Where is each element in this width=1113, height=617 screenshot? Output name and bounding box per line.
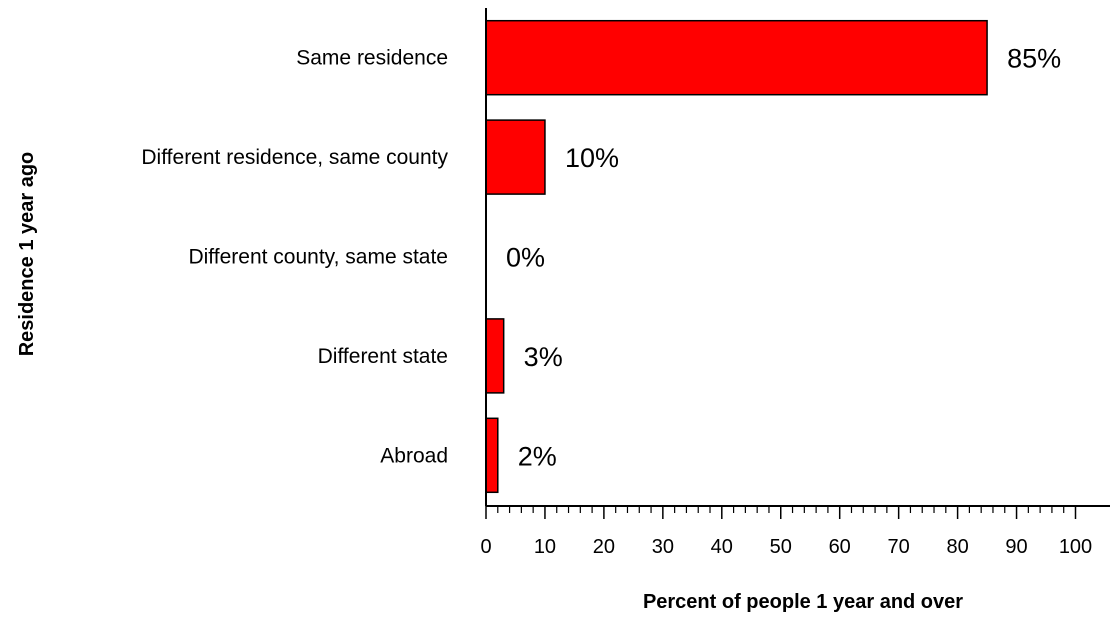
axes-layer (485, 8, 1110, 507)
x-tick-label: 20 (593, 536, 615, 558)
bar (485, 417, 499, 494)
value-label: 85% (1007, 44, 1061, 74)
value-label: 0% (506, 243, 545, 273)
category-label: Abroad (380, 444, 448, 467)
category-label: Different residence, same county (141, 146, 448, 169)
x-tick-label: 30 (652, 536, 674, 558)
x-tick-label: 0 (480, 536, 491, 558)
category-label: Different state (318, 345, 448, 368)
x-tick-label: 10 (534, 536, 556, 558)
x-tick-label: 100 (1059, 536, 1092, 558)
bars-layer (485, 19, 988, 494)
labels-layer: Same residence 85% Different residence, sa… (141, 44, 1061, 472)
value-label: 3% (524, 342, 563, 372)
y-axis-title: Residence 1 year ago (16, 152, 38, 357)
x-tick-label: 40 (711, 536, 733, 558)
ticks-layer: 0 10 20 30 40 50 60 70 80 90 100 (480, 506, 1092, 558)
x-tick-label: 90 (1005, 536, 1027, 558)
x-tick-label: 60 (829, 536, 851, 558)
category-label: Same residence (296, 47, 448, 70)
value-label: 2% (518, 441, 557, 471)
x-tick-label: 70 (888, 536, 910, 558)
x-axis-title: Percent of people 1 year and over (643, 591, 963, 613)
bar (485, 119, 546, 195)
bar (485, 318, 505, 394)
x-tick-label: 50 (770, 536, 792, 558)
category-label: Different county, same state (188, 246, 448, 269)
value-label: 10% (565, 143, 619, 173)
bar (485, 19, 988, 96)
x-tick-label: 80 (946, 536, 968, 558)
